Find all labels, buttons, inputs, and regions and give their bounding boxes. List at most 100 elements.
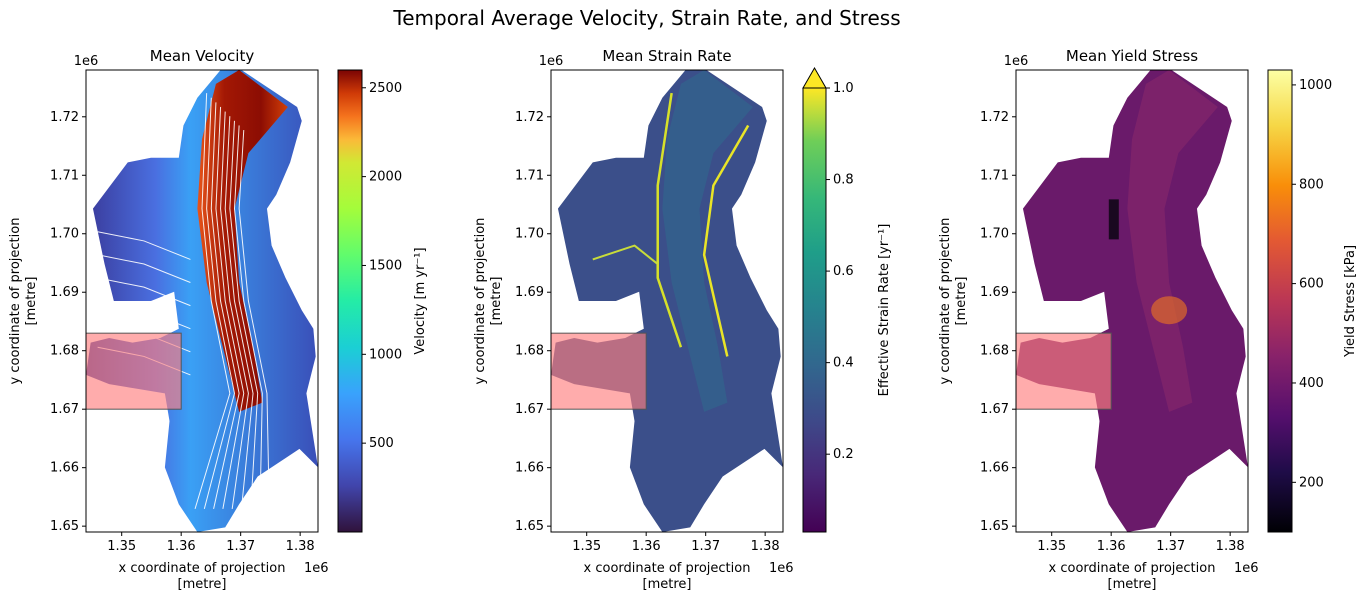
colorbar-tick-label: 1000: [369, 347, 402, 362]
streamline: [233, 125, 263, 509]
colorbar-tick-label: 1000: [1299, 78, 1332, 93]
y-tick-label: 1.70: [980, 227, 1009, 242]
y-tick-label: 1.70: [50, 227, 79, 242]
colorbar: [337, 69, 363, 533]
high-stress-zone: [1151, 296, 1188, 325]
streamlines: [97, 93, 270, 510]
colorbar-label: Velocity [m yr⁻¹]: [413, 247, 428, 354]
x-tick-label: 1.37: [226, 539, 255, 554]
velocity-panel: 1.35 1.36 1.37 1.38 1.65 1.66 1.67 1.68 1.69 1.70…: [8, 47, 428, 592]
shear-margin-west: [656, 92, 683, 348]
y-tick-label: 1.65: [980, 519, 1009, 534]
colorbar: [802, 87, 827, 533]
colorbar-tick-label: 1500: [369, 258, 402, 273]
highlight-box: [1015, 332, 1112, 410]
y-tick-label: 1.65: [515, 519, 544, 534]
highlight-box: [85, 332, 182, 410]
ice-shelf-field: [1016, 70, 1248, 532]
colorbar-tick-label: 2000: [369, 170, 402, 185]
ice-shelf-field: [86, 70, 318, 532]
x-offset-label: 1e6: [1234, 561, 1259, 576]
colorbar-tick-label: 0.2: [833, 447, 854, 462]
y-tick-label: 1.68: [50, 344, 79, 359]
y-tick-label: 1.69: [980, 285, 1009, 300]
y-axis-label: [metre]: [489, 277, 504, 326]
x-axis-label: [metre]: [178, 577, 227, 592]
y-tick-label: 1.72: [980, 110, 1009, 125]
streamline: [97, 254, 191, 283]
y-tick-label: 1.67: [50, 402, 79, 417]
y-tick-label: 1.65: [50, 519, 79, 534]
colorbar-tick-label: 800: [1299, 177, 1324, 192]
x-tick-label: 1.38: [286, 539, 315, 554]
axes-frame: [85, 69, 319, 533]
y-tick-label: 1.70: [515, 227, 544, 242]
y-tick-label: 1.69: [515, 285, 544, 300]
axes-title: Mean Velocity: [150, 47, 255, 65]
x-tick-label: 1.36: [1097, 539, 1126, 554]
y-tick-label: 1.72: [50, 110, 79, 125]
tributary-margin: [592, 244, 659, 265]
y-tick-label: 1.67: [980, 402, 1009, 417]
axes-title: Mean Strain Rate: [602, 47, 731, 65]
y-tick-label: 1.68: [515, 344, 544, 359]
y-tick-label: 1.66: [980, 461, 1009, 476]
main-trunk: [197, 70, 288, 412]
x-tick-label: 1.35: [107, 539, 136, 554]
yield-stress-panel: 1.35 1.36 1.37 1.38 1.65 1.66 1.67 1.68 1.69 1.70…: [938, 47, 1358, 592]
streamline: [203, 97, 235, 510]
axes-frame: [1015, 69, 1249, 533]
colorbar-label: Effective Strain Rate [yr⁻¹]: [877, 224, 892, 397]
y-tick-label: 1.69: [50, 285, 79, 300]
x-axis-label: x coordinate of projection: [119, 561, 286, 576]
y-tick-label: 1.66: [50, 461, 79, 476]
axes-frame: [550, 69, 784, 533]
x-tick-label: 1.38: [1216, 539, 1245, 554]
streamline: [194, 93, 231, 510]
colorbar-tick-label: 0.4: [833, 356, 854, 371]
axes-title: Mean Yield Stress: [1066, 47, 1198, 65]
streamline: [97, 231, 191, 260]
colorbar-tick-label: 2500: [369, 81, 402, 96]
streamline: [215, 106, 245, 509]
streamline: [238, 130, 270, 509]
low-stress-zone: [1108, 199, 1119, 240]
y-tick-label: 1.71: [980, 168, 1009, 183]
main-trunk: [662, 70, 753, 412]
colorbar-label: Yield Stress [kPa]: [1343, 245, 1358, 358]
streamline: [97, 300, 191, 330]
colorbar-tick-label: 1.0: [833, 81, 854, 96]
colorbar-tick-label: 0.6: [833, 264, 854, 279]
main-trunk: [1127, 70, 1218, 412]
x-tick-label: 1.35: [1037, 539, 1066, 554]
colorbar-tick-label: 0.8: [833, 173, 854, 188]
y-axis-label: y coordinate of projection: [938, 218, 953, 385]
y-axis-label: y coordinate of projection: [8, 218, 23, 385]
x-tick-label: 1.36: [632, 539, 661, 554]
x-tick-label: 1.36: [167, 539, 196, 554]
y-tick-label: 1.66: [515, 461, 544, 476]
x-tick-label: 1.37: [691, 539, 720, 554]
x-tick-label: 1.35: [572, 539, 601, 554]
colorbar-extend-arrow: [802, 66, 827, 89]
highlight-box: [550, 332, 647, 410]
figure-title: Temporal Average Velocity, Strain Rate, …: [393, 6, 901, 30]
x-axis-label: x coordinate of projection: [584, 561, 751, 576]
streamline: [229, 120, 259, 509]
y-offset-label: 1e6: [1004, 54, 1029, 69]
ice-shelf-field: [551, 70, 783, 532]
colorbar-tick-label: 200: [1299, 475, 1324, 490]
streamline: [220, 111, 249, 509]
x-axis-label: [metre]: [1108, 577, 1157, 592]
x-offset-label: 1e6: [304, 561, 329, 576]
y-axis-label: [metre]: [24, 277, 39, 326]
x-axis-label: x coordinate of projection: [1049, 561, 1216, 576]
shear-margin-east: [702, 124, 750, 357]
y-tick-label: 1.68: [980, 344, 1009, 359]
y-axis-label: y coordinate of projection: [473, 218, 488, 385]
streamline: [97, 277, 191, 307]
y-offset-label: 1e6: [539, 54, 564, 69]
colorbar: [1267, 69, 1293, 533]
x-tick-label: 1.38: [751, 539, 780, 554]
